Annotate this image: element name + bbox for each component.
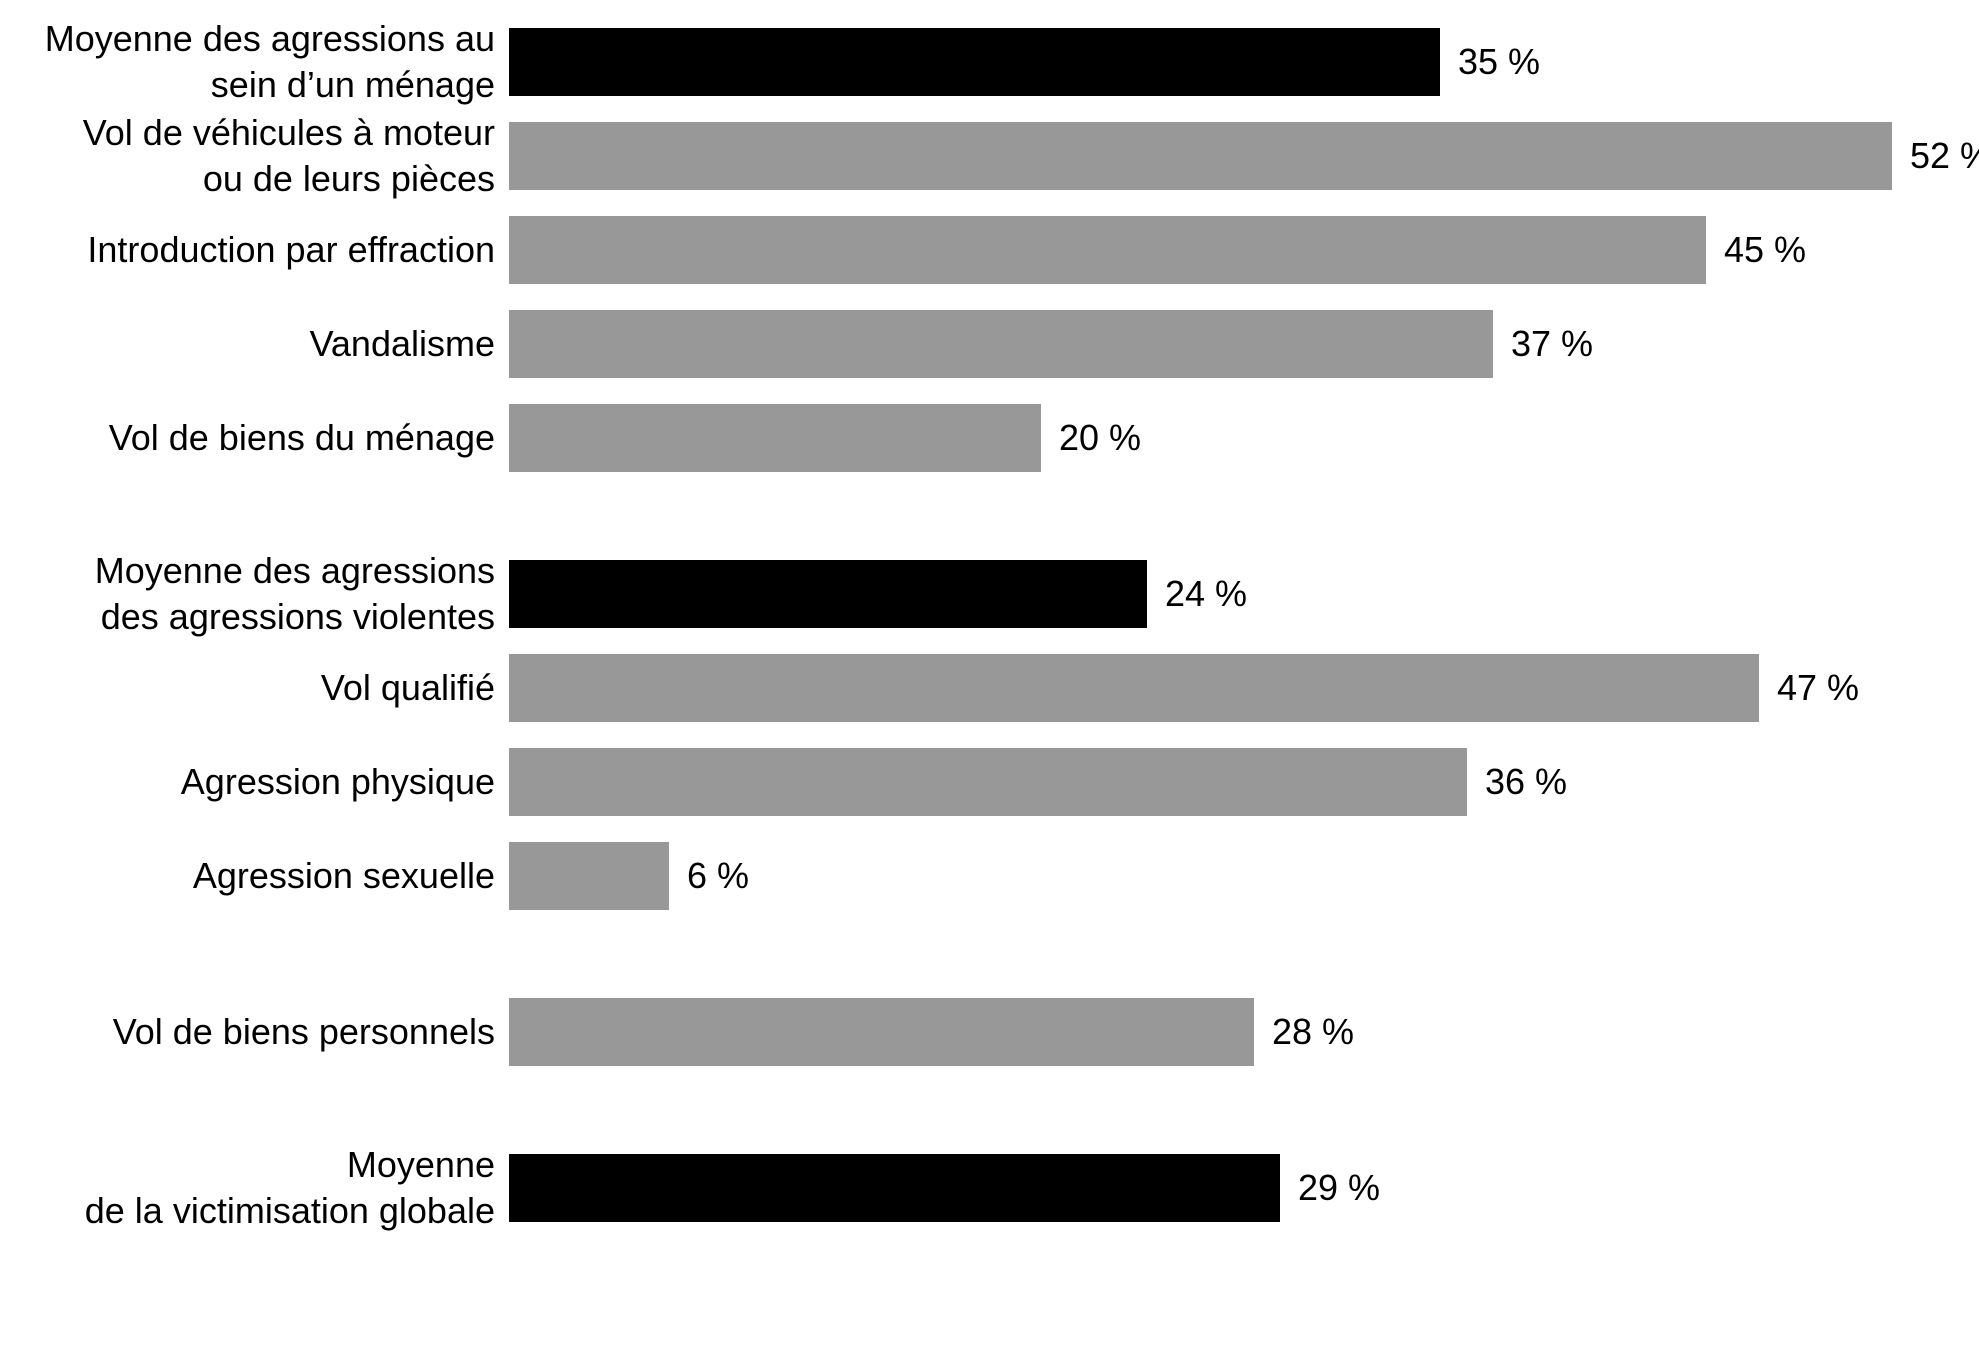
bar [509,1154,1280,1222]
value-label: 6 % [687,855,750,896]
bar [509,216,1706,284]
category-label: Agression physique [180,761,495,802]
value-label: 24 % [1165,573,1248,614]
value-label: 36 % [1485,761,1568,802]
bar-row: Vol de biens personnels 28 % [0,998,1979,1066]
category-label: Introduction par effraction [87,229,495,270]
category-label: Moyenne de la victimisation globale [84,1144,495,1231]
category-label: Moyenne des agressions au sein d’un ména… [44,18,495,105]
bar [509,310,1493,378]
bar-row: Vol de biens du ménage 20 % [0,404,1979,472]
bar-row: Vol de véhicules à moteur ou de leurs pi… [0,112,1979,199]
bar-row: Moyenne des agressions des agressions vi… [0,550,1979,637]
value-label: 35 % [1458,41,1541,82]
value-label: 29 % [1298,1167,1381,1208]
category-label: Vol qualifié [320,667,495,708]
bar-row: Vandalisme 37 % [0,310,1979,378]
bar [509,998,1254,1066]
value-label: 28 % [1272,1011,1355,1052]
bar [509,560,1147,628]
value-label: 52 % [1910,135,1979,176]
value-label: 47 % [1777,667,1860,708]
bar [509,122,1892,190]
bar [509,748,1467,816]
bar [509,404,1041,472]
bar [509,654,1759,722]
bar-row: Vol qualifié 47 % [0,654,1979,722]
bar [509,28,1440,96]
bar-row: Moyenne de la victimisation globale 29 % [0,1144,1979,1231]
bar-row: Moyenne des agressions au sein d’un ména… [0,18,1979,105]
bar-row: Introduction par effraction 45 % [0,216,1979,284]
bar-row: Agression physique 36 % [0,748,1979,816]
value-label: 20 % [1059,417,1142,458]
category-label: Agression sexuelle [192,855,495,896]
bar [509,842,669,910]
value-label: 45 % [1724,229,1807,270]
value-label: 37 % [1511,323,1594,364]
bar-row: Agression sexuelle 6 % [0,842,1979,910]
category-label: Vol de véhicules à moteur ou de leurs pi… [82,112,495,199]
category-label: Vandalisme [309,323,495,364]
category-label: Vol de biens du ménage [108,417,495,458]
category-label: Moyenne des agressions des agressions vi… [94,550,495,637]
category-label: Vol de biens personnels [112,1011,495,1052]
chart-plot-area: Moyenne des agressions au sein d’un ména… [0,18,1979,1231]
